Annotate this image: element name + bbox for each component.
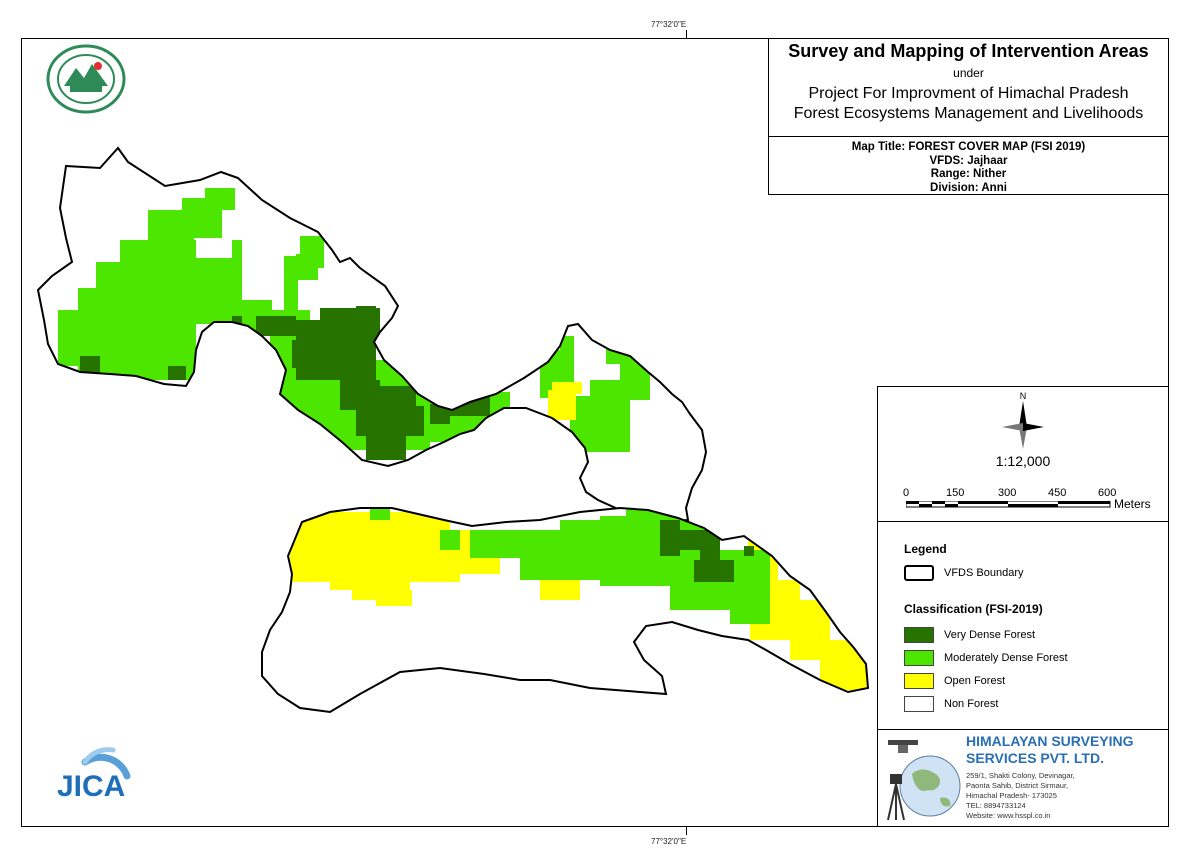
company-website[interactable]: Website: www.hsspl.co.in [966, 811, 1051, 820]
legend-box: Legend VFDS Boundary Classification (FSI… [877, 521, 1169, 730]
scale-tick-600: 600 [1098, 487, 1117, 499]
scale-tick-0: 0 [903, 487, 910, 499]
vfds-boundary-south [261, 506, 870, 714]
moderately-dense-swatch [904, 650, 934, 666]
legend-item-moderately-dense: Moderately Dense Forest [904, 650, 1068, 666]
company-box: HIMALAYAN SURVEYING SERVICES PVT. LTD. 2… [877, 729, 1169, 827]
graticule-label-bottom: 77°32'0"E [651, 837, 687, 846]
jica-logo-icon: JICA [57, 747, 131, 800]
non-forest-swatch [904, 696, 934, 712]
northern-block-classes [38, 148, 706, 480]
address-line-3: Himachal Pradesh- 173025 [966, 791, 1057, 800]
scale-ratio: 1:12,000 [995, 453, 1051, 469]
project-title-line-2: Forest Ecosystems Management and Livelih… [793, 105, 1144, 122]
moderately-dense-label: Moderately Dense Forest [944, 652, 1068, 664]
scale-unit: Meters [1114, 497, 1151, 511]
classification-title: Classification (FSI-2019) [904, 602, 1043, 616]
very-dense-swatch [904, 627, 934, 643]
scale-tick-150: 150 [946, 487, 965, 499]
open-forest-swatch [904, 673, 934, 689]
range-text: Range: Nither [930, 168, 1007, 180]
map-title-text: Map Title: FOREST COVER MAP (FSI 2019) [851, 141, 1086, 153]
legend-item-open-forest: Open Forest [904, 673, 1005, 689]
forest-cover-map[interactable] [21, 38, 1169, 827]
surveying-globe-icon [887, 740, 961, 821]
company-name-line-1: HIMALAYAN SURVEYING [966, 733, 1134, 749]
map-main-title: Survey and Mapping of Intervention Areas [788, 41, 1149, 61]
vfds-text: VFDS: Jajhaar [929, 154, 1008, 167]
map-info-box: Map Title: FOREST COVER MAP (FSI 2019) V… [768, 136, 1169, 195]
title-under-text: under [953, 66, 984, 80]
scale-bar [906, 501, 1111, 508]
very-dense-label: Very Dense Forest [944, 629, 1036, 641]
legend-item-very-dense: Very Dense Forest [904, 627, 1035, 643]
company-address: 259/1, Shakti Colony, Devinagar, Paonta … [966, 771, 1075, 821]
address-line-2: Paonta Sahib, District Sirmaur, [966, 781, 1069, 790]
scale-tick-300: 300 [998, 487, 1017, 499]
north-label: N [1020, 391, 1027, 401]
north-scale-box: N 1:12,000 0 150 300 450 600 Meters [877, 386, 1169, 522]
hp-forest-emblem-icon [46, 44, 126, 114]
legend-item-boundary: VFDS Boundary [904, 565, 1023, 581]
open-forest-label: Open Forest [944, 675, 1006, 687]
company-name-line-2: SERVICES PVT. LTD. [966, 750, 1104, 766]
graticule-tick-bottom [686, 827, 687, 835]
scale-tick-450: 450 [1048, 487, 1067, 499]
svg-text:JICA: JICA [57, 770, 125, 800]
boundary-swatch [904, 565, 934, 581]
boundary-label: VFDS Boundary [944, 567, 1024, 579]
non-forest-label: Non Forest [944, 698, 999, 710]
legend-item-non-forest: Non Forest [904, 696, 998, 712]
address-line-1: 259/1, Shakti Colony, Devinagar, [966, 771, 1075, 780]
legend-title: Legend [904, 542, 947, 556]
project-title-line-1: Project For Improvment of Himachal Prade… [808, 85, 1129, 102]
graticule-label-top: 77°32'0"E [651, 20, 687, 29]
graticule-tick-top [686, 30, 687, 38]
north-arrow-icon: N [1002, 391, 1044, 449]
division-text: Division: Anni [930, 181, 1007, 194]
title-box: Survey and Mapping of Intervention Areas… [768, 38, 1169, 137]
company-phone: TEL: 8894733124 [966, 801, 1026, 810]
company-name: HIMALAYAN SURVEYING SERVICES PVT. LTD. [966, 733, 1134, 767]
